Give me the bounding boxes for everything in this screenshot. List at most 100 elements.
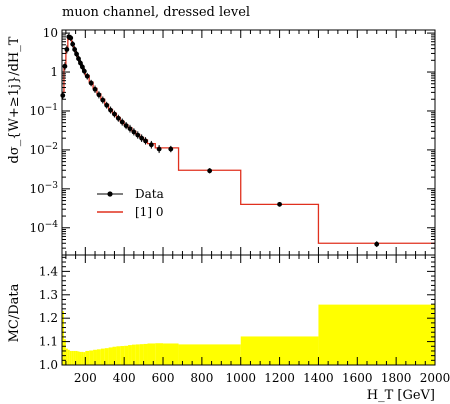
ratio-y-tick-label: 1.4 [39,264,58,278]
ratio-band-bin [318,304,435,365]
ratio-band-bin [65,348,68,365]
data-point [100,97,106,103]
ratio-band-bin [73,350,76,365]
ratio-band-bin [100,348,105,365]
data-point [79,64,85,70]
ratio-band-bin [104,348,109,365]
data-point [92,86,98,92]
ratio-band-bin [112,346,117,365]
data-point [84,73,90,79]
data-point [156,146,162,152]
data-point [81,68,87,74]
data-point [112,111,117,117]
x-tick-label: 400 [113,371,136,385]
main-y-axis-label: dσ_{W+≥1j}/dH_T [7,36,22,163]
ratio-band-bin [85,350,90,365]
data-point [277,201,282,207]
data-point [148,142,154,148]
data-point [127,126,133,132]
data-point [78,60,83,66]
ratio-band-layer [62,304,435,365]
main-y-tick-label: 10−1 [29,103,58,118]
main-y-tick-label: 10−3 [29,181,58,196]
main-y-tick-label: 1 [50,65,58,79]
ratio-band-bin [69,350,72,365]
ratio-band-bin [79,351,82,365]
ratio-band-bin [108,347,113,365]
data-point [135,132,141,138]
ratio-band-bin [93,349,97,365]
ratio-band-bin [116,346,121,365]
legend: Data [1] 0 [97,187,164,219]
ratio-y-tick-label: 1.2 [39,311,58,325]
x-tick-label: 800 [190,371,213,385]
main-y-tick-label: 10−2 [29,142,58,157]
x-tick-label: 600 [152,371,175,385]
ratio-band-bin [67,349,70,365]
legend-mc-label: [1] 0 [135,205,163,219]
data-point [168,146,174,152]
x-tick-label: 200 [74,371,97,385]
data-point [70,41,76,47]
ratio-y-axis-label: MC/Data [7,283,22,342]
ratio-band-bin [178,344,241,365]
x-tick-label: 1000 [225,371,256,385]
main-series-layer [60,33,435,248]
data-point [123,123,129,129]
x-tick-label: 1200 [264,371,295,385]
main-frame [61,29,436,256]
data-point [104,102,110,108]
ratio-band-bin [163,343,179,365]
main-y-tick-label: 10 [43,26,58,40]
ratio-frame [61,254,436,366]
ratio-band-bin [96,349,101,365]
x-tick-label: 1400 [303,371,334,385]
data-point [88,80,94,86]
legend-data-marker [107,191,113,197]
x-tick-label: 2000 [420,371,450,385]
ratio-y-tick-label: 1.3 [39,288,58,302]
data-point [76,56,81,62]
x-axis-label: H_T [GeV] [367,388,435,403]
data-point [139,135,145,141]
ratio-y-tick-label: 1.0 [39,358,58,372]
data-point [119,119,125,125]
x-tick-label: 1600 [342,371,373,385]
data-point [207,168,213,174]
legend-data-label: Data [135,187,164,201]
data-point [74,51,79,57]
main-y-tick-label: 10−4 [29,220,58,235]
data-point [62,63,68,69]
data-point [143,138,148,144]
ratio-band-bin [131,344,136,365]
data-point [108,107,113,113]
ratio-band-bin [124,345,129,365]
data-point [64,47,70,52]
ratio-band-bin [77,351,80,365]
x-tick-label: 1800 [381,371,412,385]
data-point [131,129,137,135]
ratio-band-bin [155,343,164,365]
ratio-band-bin [139,344,144,365]
ratio-band-bin [89,350,94,365]
data-point [60,93,66,98]
ratio-band-bin [135,344,140,365]
ratio-band-bin [128,345,132,365]
ratio-band-bin [62,311,64,365]
ratio-band-bin [81,351,84,365]
ratio-band-bin [71,350,74,365]
ratio-band-bin [120,346,125,365]
data-point [72,47,78,52]
data-point [115,115,121,121]
data-point [374,241,380,247]
data-point [96,92,102,98]
chart-title: muon channel, dressed level [62,5,250,20]
ratio-y-tick-label: 1.1 [39,335,58,349]
ratio-band-bin [83,352,86,365]
ratio-band-bin [63,339,66,365]
data-point [68,35,74,41]
ratio-band-bin [75,350,78,365]
ratio-band-bin [147,343,156,365]
ratio-band-bin [143,343,148,365]
